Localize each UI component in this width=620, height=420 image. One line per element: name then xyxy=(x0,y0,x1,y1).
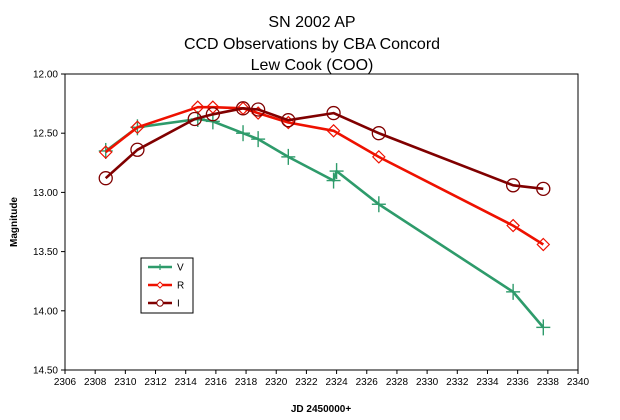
series-i-point xyxy=(326,105,341,121)
x-tick-label: 2324 xyxy=(325,377,348,388)
series-i-point xyxy=(98,171,113,186)
x-axis-label: JD 2450000+ xyxy=(291,404,351,415)
series-i-point xyxy=(536,181,551,196)
legend-label-i: I xyxy=(177,299,180,310)
legend-label-r: R xyxy=(177,281,184,292)
series-i-point xyxy=(505,178,521,193)
series-r-point xyxy=(326,123,341,138)
y-tick-label: 12.50 xyxy=(33,129,58,140)
y-tick-label: 13.50 xyxy=(33,247,58,258)
x-tick-label: 2332 xyxy=(446,377,469,388)
series-i-point xyxy=(281,113,296,128)
legend-label-v: V xyxy=(177,263,184,274)
legend-item-r: R xyxy=(148,281,184,292)
plot-area-frame xyxy=(64,73,579,371)
legend: VRI xyxy=(140,257,194,314)
chart-title-line-1: SN 2002 AP xyxy=(268,14,355,31)
chart-title-line-3: Lew Cook (COO) xyxy=(251,57,374,74)
y-axis-label: Magnitude xyxy=(9,197,20,247)
x-tick-label: 2314 xyxy=(175,377,198,388)
x-tick-label: 2326 xyxy=(356,377,379,388)
x-tick-label: 2322 xyxy=(295,377,318,388)
series-r-point xyxy=(536,237,551,252)
x-axis: 2306 2308 2310 2312 2314 2316 2318 2320 2322 2324… xyxy=(54,370,590,388)
x-tick-label: 2338 xyxy=(537,377,560,388)
series-r-point xyxy=(371,150,386,164)
x-tick-label: 2320 xyxy=(265,377,288,388)
x-tick-label: 2316 xyxy=(205,377,228,388)
series-i-point xyxy=(187,111,202,127)
legend-item-i: I xyxy=(148,299,180,310)
series-r-line xyxy=(104,105,544,246)
series-v-point xyxy=(536,319,551,336)
series-i-point xyxy=(205,107,221,122)
x-tick-label: 2334 xyxy=(476,377,499,388)
chart-title: SN 2002 AP CCD Observations by CBA Conco… xyxy=(184,14,440,74)
x-tick-label: 2306 xyxy=(54,377,77,388)
x-tick-label: 2328 xyxy=(386,377,409,388)
series-i-point xyxy=(235,101,251,116)
y-tick-label: 14.00 xyxy=(33,306,58,317)
legend-item-v: V xyxy=(148,263,184,274)
series-i xyxy=(98,101,551,196)
x-tick-label: 2308 xyxy=(84,377,107,388)
series-v-point xyxy=(326,172,341,189)
y-tick-label: 14.50 xyxy=(33,366,58,377)
series-i-line xyxy=(104,107,544,191)
x-tick-label: 2330 xyxy=(416,377,439,388)
series-layer xyxy=(98,100,551,336)
series-v-point xyxy=(236,125,251,142)
x-tick-label: 2336 xyxy=(507,377,530,388)
series-v-point xyxy=(251,131,266,148)
series-r-point xyxy=(506,218,520,233)
chart-title-line-2: CCD Observations by CBA Concord xyxy=(184,36,440,53)
series-i-point xyxy=(371,126,386,141)
series-r-point xyxy=(98,145,113,159)
series-v-point xyxy=(371,196,386,213)
x-tick-label: 2340 xyxy=(567,377,590,388)
series-i-point xyxy=(130,142,145,157)
x-tick-label: 2318 xyxy=(235,377,258,388)
series-i-point xyxy=(250,102,266,117)
series-v-line xyxy=(104,117,545,329)
legend-marker-i xyxy=(156,299,164,307)
legend-marker-r xyxy=(156,281,164,289)
series-v-point xyxy=(281,148,296,165)
series-v-point xyxy=(329,163,344,180)
x-tick-label: 2310 xyxy=(114,377,137,388)
y-tick-label: 12.00 xyxy=(33,70,58,81)
x-tick-label: 2312 xyxy=(144,377,167,388)
series-v-point xyxy=(506,283,521,300)
series-r-point xyxy=(130,120,145,135)
y-tick-label: 13.00 xyxy=(33,188,58,199)
y-axis: 12.00 12.50 13.00 13.50 14.00 14.50 xyxy=(33,70,65,377)
